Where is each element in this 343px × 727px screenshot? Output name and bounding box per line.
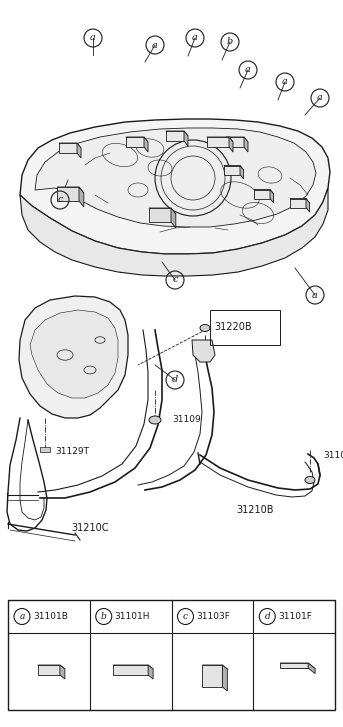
- Polygon shape: [240, 166, 244, 179]
- Polygon shape: [59, 143, 77, 153]
- Polygon shape: [226, 137, 244, 147]
- Polygon shape: [30, 310, 118, 398]
- Polygon shape: [59, 143, 81, 148]
- Polygon shape: [224, 166, 240, 174]
- Bar: [40, 447, 50, 452]
- Polygon shape: [290, 198, 310, 203]
- Polygon shape: [166, 131, 184, 141]
- Polygon shape: [306, 198, 310, 212]
- Polygon shape: [308, 663, 315, 674]
- Polygon shape: [113, 665, 153, 669]
- Text: b: b: [227, 38, 233, 47]
- Text: 31101F: 31101F: [278, 612, 312, 621]
- Polygon shape: [57, 187, 84, 193]
- Ellipse shape: [200, 324, 210, 332]
- Text: 31210C: 31210C: [71, 523, 109, 533]
- Polygon shape: [207, 137, 233, 142]
- Ellipse shape: [149, 416, 161, 424]
- Polygon shape: [113, 665, 148, 675]
- Polygon shape: [192, 340, 215, 362]
- Polygon shape: [149, 208, 171, 222]
- Text: c: c: [172, 276, 178, 284]
- Polygon shape: [60, 665, 65, 679]
- Text: 31220B: 31220B: [214, 323, 252, 332]
- Bar: [8, 600, 335, 710]
- Polygon shape: [202, 665, 227, 669]
- Polygon shape: [166, 131, 188, 136]
- Text: 31103F: 31103F: [197, 612, 230, 621]
- Text: 31109: 31109: [323, 451, 343, 459]
- Text: 31210B: 31210B: [236, 505, 274, 515]
- Polygon shape: [126, 137, 148, 142]
- Polygon shape: [38, 665, 65, 669]
- Polygon shape: [144, 137, 148, 152]
- Polygon shape: [149, 208, 176, 214]
- Polygon shape: [222, 665, 227, 691]
- Polygon shape: [38, 665, 60, 675]
- Ellipse shape: [305, 476, 315, 483]
- Text: d: d: [264, 612, 270, 621]
- Polygon shape: [270, 190, 274, 203]
- Text: a: a: [90, 33, 96, 42]
- Text: a: a: [192, 33, 198, 42]
- Polygon shape: [126, 137, 144, 147]
- Text: c: c: [57, 196, 63, 204]
- Polygon shape: [290, 198, 306, 207]
- Text: 31101H: 31101H: [115, 612, 150, 621]
- Polygon shape: [280, 663, 315, 669]
- Polygon shape: [207, 137, 229, 147]
- Polygon shape: [171, 208, 176, 228]
- Polygon shape: [254, 190, 270, 198]
- Text: d: d: [172, 376, 178, 385]
- Polygon shape: [244, 137, 248, 152]
- Text: c: c: [183, 612, 188, 621]
- Polygon shape: [280, 663, 308, 668]
- Text: a: a: [282, 78, 288, 87]
- Polygon shape: [254, 190, 274, 194]
- Text: a: a: [19, 612, 25, 621]
- Polygon shape: [229, 137, 233, 152]
- Polygon shape: [148, 665, 153, 679]
- Bar: [210, 310, 280, 345]
- Polygon shape: [35, 128, 316, 227]
- Text: a: a: [152, 41, 158, 49]
- Polygon shape: [224, 166, 244, 170]
- Text: a: a: [317, 94, 323, 103]
- Polygon shape: [20, 188, 328, 276]
- Polygon shape: [20, 119, 330, 254]
- Polygon shape: [57, 187, 79, 201]
- Text: a: a: [245, 65, 251, 74]
- Polygon shape: [184, 131, 188, 146]
- Text: 31129T: 31129T: [55, 448, 89, 457]
- Polygon shape: [79, 187, 84, 207]
- Text: 31109: 31109: [172, 416, 201, 425]
- Text: b: b: [101, 612, 107, 621]
- Polygon shape: [19, 296, 128, 418]
- Polygon shape: [202, 665, 222, 687]
- Polygon shape: [226, 137, 248, 142]
- Text: a: a: [312, 291, 318, 300]
- Polygon shape: [77, 143, 81, 158]
- Text: 31101B: 31101B: [33, 612, 68, 621]
